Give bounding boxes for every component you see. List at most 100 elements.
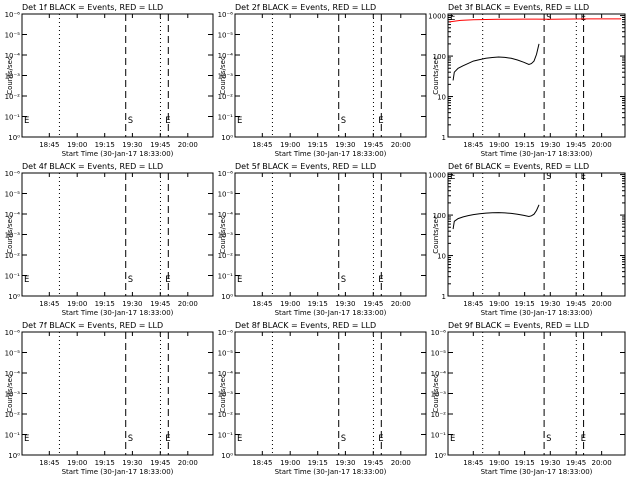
event-marker-e: E: [237, 275, 242, 285]
event-marker-e: E: [24, 275, 29, 285]
series-line-2: [452, 43, 540, 81]
x-tick-label: 18:45: [252, 459, 272, 467]
y-tick-label: 1: [442, 293, 446, 301]
y-tick-label: 10⁰: [221, 293, 233, 301]
panel-1: Det 1f BLACK = Events, RED = LLD Counts/s…: [5, 3, 214, 158]
event-marker-e: E: [378, 434, 383, 444]
x-tick-label: 18:45: [252, 141, 272, 149]
y-tick-label: 10⁻³: [5, 391, 21, 399]
y-tick-label: 10⁻²: [218, 93, 234, 101]
event-marker-s: S: [546, 13, 551, 23]
panel-title: Det 4f BLACK = Events, RED = LLD: [22, 162, 163, 171]
panel-2: Det 2f BLACK = Events, RED = LLD Counts/s…: [218, 3, 427, 158]
x-tick-label: 19:15: [308, 459, 328, 467]
y-tick-label: 1000: [428, 172, 446, 180]
x-tick-label: 19:45: [150, 459, 170, 467]
panel-3: Det 3f BLACK = Events, RED = LLD Counts/s…: [428, 3, 626, 158]
x-tick-label: 19:00: [489, 141, 509, 149]
panel-title: Det 2f BLACK = Events, RED = LLD: [235, 3, 376, 12]
panel-7: Det 7f BLACK = Events, RED = LLD Counts/s…: [5, 321, 214, 476]
y-tick-label: 10⁻¹: [5, 273, 21, 281]
event-marker-e: E: [24, 434, 29, 444]
y-tick-label: 1000: [428, 13, 446, 21]
x-axis-label: Start Time (30-Jan-17 18:33:00): [275, 468, 387, 476]
event-marker-e: E: [450, 172, 455, 182]
event-marker-e: E: [378, 275, 383, 285]
x-tick-label: 19:45: [363, 459, 383, 467]
event-marker-s: S: [341, 434, 346, 444]
x-tick-label: 19:45: [150, 300, 170, 308]
y-tick-label: 10⁻⁵: [218, 32, 234, 40]
y-tick-label: 10⁻⁵: [5, 350, 21, 358]
y-axis-label: Counts/sec: [6, 374, 14, 413]
x-tick-label: 19:15: [308, 141, 328, 149]
x-tick-label: 19:30: [540, 459, 560, 467]
x-tick-label: 20:00: [592, 459, 612, 467]
y-tick-label: 10⁻³: [5, 73, 21, 81]
event-marker-e: E: [450, 13, 455, 23]
y-tick-label: 10⁻³: [5, 232, 21, 240]
y-tick-label: 10⁻⁴: [5, 211, 21, 219]
panel-title: Det 8f BLACK = Events, RED = LLD: [235, 321, 376, 330]
x-axis-label: Start Time (30-Jan-17 18:33:00): [481, 468, 593, 476]
y-tick-label: 10⁻⁵: [218, 350, 234, 358]
x-tick-label: 19:30: [122, 459, 142, 467]
y-tick-label: 10⁻¹: [218, 114, 234, 122]
x-axis-label: Start Time (30-Jan-17 18:33:00): [62, 468, 174, 476]
event-marker-e: E: [237, 434, 242, 444]
y-tick-label: 10⁻⁵: [218, 191, 234, 199]
y-axis-label: Counts/sec: [6, 215, 14, 254]
plot-frame: [21, 331, 214, 456]
panel-9: Det 9f BLACK = Events, RED = LLD Counts/s…: [431, 321, 626, 476]
y-axis-label: Counts/sec: [432, 56, 440, 95]
x-tick-label: 18:45: [39, 459, 59, 467]
y-tick-label: 10⁻⁴: [431, 370, 447, 378]
x-tick-label: 19:30: [335, 300, 355, 308]
x-axis-label: Start Time (30-Jan-17 18:33:00): [62, 150, 174, 158]
x-tick-label: 20:00: [391, 300, 411, 308]
y-tick-label: 10⁻⁶: [431, 329, 447, 337]
plot-frame: [447, 331, 626, 456]
y-tick-label: 10⁰: [434, 452, 446, 460]
plot-frame: [234, 331, 427, 456]
x-tick-label: 19:30: [540, 300, 560, 308]
plot-frame: [447, 13, 626, 138]
x-axis-label: Start Time (30-Jan-17 18:33:00): [62, 309, 174, 317]
event-marker-s: S: [546, 172, 551, 182]
event-marker-s: S: [128, 434, 133, 444]
x-tick-label: 18:45: [39, 300, 59, 308]
x-tick-label: 19:45: [363, 300, 383, 308]
x-axis-label: Start Time (30-Jan-17 18:33:00): [275, 309, 387, 317]
event-marker-s: S: [546, 434, 551, 444]
y-tick-label: 10⁻⁴: [218, 52, 234, 60]
y-tick-label: 10⁻³: [218, 73, 234, 81]
x-tick-label: 19:30: [540, 141, 560, 149]
series-line-1: [449, 18, 622, 23]
y-tick-label: 10⁻⁶: [5, 11, 21, 19]
y-axis-label: Counts/sec: [432, 215, 440, 254]
y-tick-label: 10⁻³: [431, 391, 447, 399]
x-tick-label: 19:30: [335, 141, 355, 149]
x-tick-label: 18:45: [39, 141, 59, 149]
y-tick-label: 10⁻⁶: [218, 170, 234, 178]
event-marker-e: E: [24, 116, 29, 126]
event-marker-s: S: [128, 116, 133, 126]
x-tick-label: 19:00: [489, 300, 509, 308]
x-tick-label: 18:45: [463, 459, 483, 467]
event-marker-e: E: [165, 275, 170, 285]
y-tick-label: 10⁰: [8, 452, 20, 460]
event-marker-e: E: [581, 13, 586, 23]
panel-6: Det 6f BLACK = Events, RED = LLD Counts/s…: [428, 162, 626, 317]
y-axis-label: Counts/sec: [219, 215, 227, 254]
x-tick-label: 19:00: [280, 141, 300, 149]
x-tick-label: 19:00: [489, 459, 509, 467]
x-tick-label: 20:00: [178, 300, 198, 308]
y-tick-label: 10: [437, 94, 446, 102]
plot-frame: [21, 13, 214, 138]
x-tick-label: 18:45: [463, 300, 483, 308]
event-marker-e: E: [165, 116, 170, 126]
y-tick-label: 10⁰: [221, 452, 233, 460]
y-tick-label: 10⁻³: [218, 232, 234, 240]
panel-title: Det 5f BLACK = Events, RED = LLD: [235, 162, 376, 171]
